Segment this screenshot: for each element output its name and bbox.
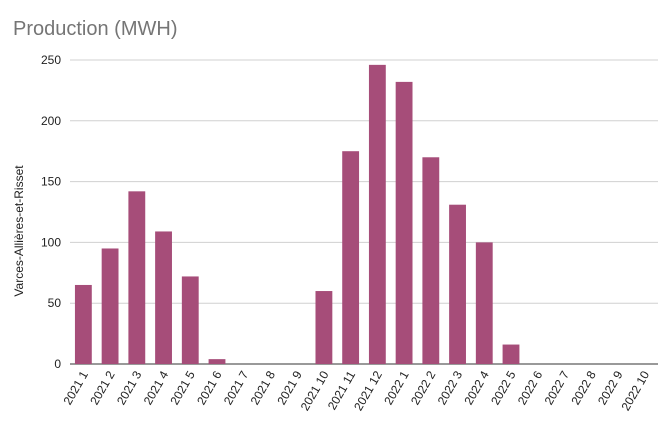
bar — [368, 64, 386, 364]
y-tick-label: 50 — [48, 296, 62, 310]
x-tick-label: 2022 4 — [461, 368, 492, 407]
x-tick-label: 2022 1 — [381, 368, 412, 407]
x-tick-label: 2021 1 — [60, 368, 91, 407]
bar — [395, 81, 413, 364]
y-tick-label: 250 — [41, 53, 61, 67]
bar — [208, 359, 226, 364]
bar — [342, 151, 360, 364]
x-tick-label: 2021 8 — [248, 368, 279, 407]
bar — [155, 231, 172, 364]
y-tick-label: 100 — [41, 235, 61, 249]
chart-title: Production (MWH) — [13, 18, 178, 40]
y-tick-label: 150 — [41, 175, 61, 189]
x-tick-label: 2021 5 — [167, 368, 198, 407]
bar — [74, 284, 92, 364]
x-tick-label: 2022 8 — [568, 368, 599, 407]
bar — [449, 204, 466, 364]
bar — [315, 291, 333, 364]
x-tick-label: 2021 7 — [221, 368, 252, 407]
bar — [502, 344, 520, 364]
x-tick-label: 2021 2 — [87, 368, 118, 407]
y-axis-ticks: 0 50 100 150 200 250 — [41, 53, 61, 371]
y-axis-label: Varces-Allières-et-Risset — [12, 165, 26, 297]
x-tick-label: 2022 6 — [515, 368, 546, 407]
x-tick-label: 2022 7 — [542, 368, 573, 407]
bar — [181, 276, 199, 364]
y-tick-label: 200 — [41, 114, 61, 128]
bar — [475, 242, 493, 364]
gridlines — [70, 59, 658, 365]
x-tick-label: 2021 4 — [141, 368, 172, 407]
bars — [74, 64, 520, 364]
x-tick-label: 2022 5 — [488, 368, 519, 407]
x-tick-label: 2021 3 — [114, 368, 145, 407]
bar — [101, 248, 119, 364]
x-tick-label: 2021 6 — [194, 368, 225, 407]
y-tick-label: 0 — [54, 357, 61, 371]
x-tick-label: 2022 2 — [408, 368, 439, 407]
bar — [422, 157, 440, 364]
bar — [128, 191, 146, 364]
x-tick-label: 2022 3 — [435, 368, 466, 407]
